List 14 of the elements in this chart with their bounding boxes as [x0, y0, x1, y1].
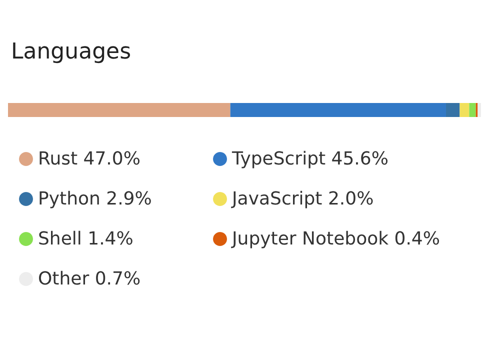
bar	[460, 103, 470, 117]
legend-label: Jupyter Notebook 0.4%	[231, 228, 440, 250]
bar	[230, 103, 446, 117]
bar	[446, 103, 460, 117]
legend-label: Rust 47.0%	[38, 148, 140, 170]
legend-label: JavaScript 2.0%	[231, 188, 374, 210]
legend-label: Python 2.9%	[38, 188, 152, 210]
bar	[478, 103, 481, 117]
bar	[469, 103, 476, 117]
legend-label: Other 0.7%	[38, 268, 141, 290]
legend-label: Shell 1.4%	[38, 228, 134, 250]
bar	[8, 103, 230, 117]
legend-label: TypeScript 45.6%	[231, 148, 388, 170]
chart-title: Languages	[11, 40, 132, 64]
